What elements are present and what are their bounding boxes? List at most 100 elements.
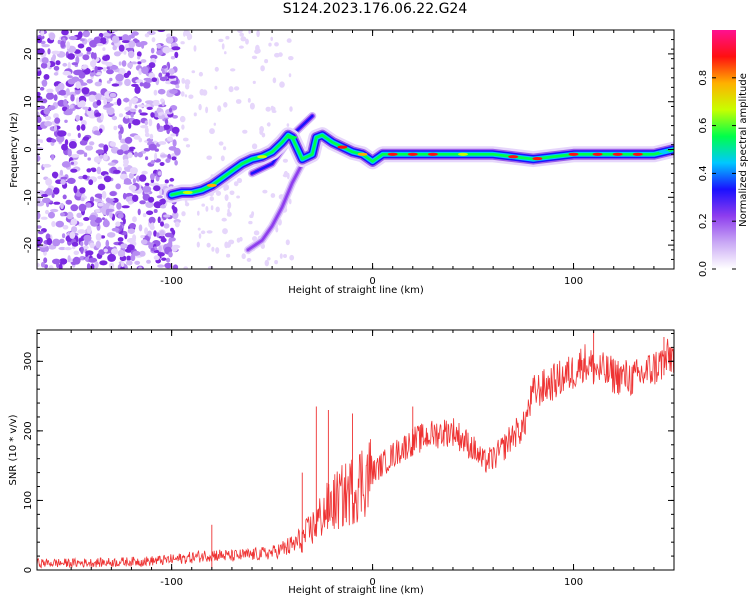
snr-data (37, 330, 674, 569)
spectrogram-noise-blob (198, 71, 203, 77)
colorbar-tick-label: 0.4 (698, 165, 709, 181)
spectrogram-noise-blob (67, 75, 73, 79)
spectrogram-noise-blob (124, 78, 131, 87)
spectrogram-noise-blob (206, 155, 212, 160)
spectrogram-noise-blob (37, 111, 40, 117)
spectrogram-noise-blob (198, 103, 202, 111)
spectrogram-noise-blob (270, 36, 274, 42)
spectrogram-noise-blob (127, 228, 135, 235)
spectrogram-noise-blob (128, 172, 134, 179)
spectrogram-noise-blob (132, 216, 137, 223)
spectrogram-noise-blob (153, 209, 158, 213)
spectrogram-noise-blob (132, 250, 141, 256)
spectrogram-data (37, 30, 674, 269)
spectrogram-noise-blob (235, 99, 242, 104)
spectrogram-noise-blob (105, 61, 113, 67)
spectrogram-noise-blob (86, 263, 91, 269)
spectrogram-noise-blob (60, 40, 66, 48)
spectrogram-noise-blob (193, 112, 197, 117)
spectrogram-noise-blob (150, 47, 155, 54)
spectrogram-noise-blob (130, 113, 134, 118)
spectrogram-noise-blob (106, 69, 114, 75)
spectrogram-noise-blob (171, 156, 177, 161)
spectrogram-noise-blob (126, 260, 133, 266)
spectrogram-noise-blob (209, 196, 214, 202)
spectrogram-noise-blob (146, 210, 154, 216)
spectrogram-noise-blob (163, 223, 170, 229)
spectrogram-noise-blob (265, 106, 271, 112)
spectrogram-noise-blob (61, 30, 69, 36)
spectrogram-noise-blob (261, 132, 266, 138)
spectrogram-noise-blob (134, 104, 138, 109)
spectrogram-noise-blob (71, 241, 79, 247)
spectrogram-noise-blob (83, 152, 88, 157)
spectrogram-noise-blob (37, 225, 42, 229)
spectrogram-noise-blob (157, 264, 165, 268)
spectrogram-noise-blob (89, 141, 95, 146)
spectrogram-noise-blob (132, 119, 141, 126)
spectrogram-noise-blob (158, 72, 163, 78)
spectrogram-noise-blob (120, 144, 129, 152)
spectrogram-noise-blob (63, 110, 73, 116)
spectrogram-noise-blob (85, 202, 92, 208)
spectrogram-noise-blob (119, 173, 128, 180)
spectrogram-noise-blob (150, 160, 155, 165)
colorbar-tick-label: 0.6 (698, 118, 709, 134)
spectrogram-noise-blob (229, 190, 235, 196)
spectrogram-noise-blob (62, 62, 68, 67)
spectrogram-noise-blob (57, 83, 64, 89)
spectrogram-noise-blob (218, 38, 224, 43)
spectrogram-noise-blob (105, 197, 111, 203)
colorbar-tick-label: 0.0 (698, 261, 709, 277)
spectrogram-noise-blob (130, 254, 136, 262)
spectrogram-noise-blob (237, 30, 243, 34)
spectrogram-noise-blob (169, 177, 175, 182)
spectrogram-noise-blob (153, 185, 161, 192)
spectrogram-noise-blob (119, 126, 124, 134)
spectrogram-noise-blob (142, 185, 152, 193)
spectrogram-noise-blob (88, 214, 97, 221)
spectrogram-noise-blob (170, 56, 176, 60)
x-tick-label: 0 (369, 276, 375, 287)
spectrogram-noise-blob (233, 181, 239, 187)
spectrogram-noise-blob (78, 175, 84, 180)
spectrogram-noise-blob (128, 184, 137, 191)
spectrogram-noise-blob (137, 208, 141, 216)
spectrogram-noise-blob (221, 217, 227, 222)
spectrogram-hotspot (182, 190, 193, 195)
spectrogram-noise-blob (278, 52, 283, 57)
spectrogram-noise-blob (47, 48, 51, 55)
spectrogram-noise-blob (251, 211, 255, 217)
spectrogram-noise-blob (158, 112, 163, 116)
spectrogram-noise-blob (96, 99, 102, 106)
spectrogram-noise-blob (40, 40, 46, 45)
spectrogram-noise-blob (129, 223, 136, 229)
spectrogram-noise-blob (251, 55, 258, 60)
spectrogram-noise-blob (160, 237, 167, 243)
spectrogram-noise-blob (41, 193, 49, 198)
spectrogram-noise-blob (53, 113, 59, 119)
spectrogram-noise-blob (267, 257, 271, 261)
snr-series-line (37, 338, 674, 569)
spectrogram-noise-blob (81, 65, 88, 70)
spectrogram-noise-blob (88, 179, 94, 186)
spectrogram-noise-blob (109, 92, 117, 98)
spectrogram-noise-blob (121, 205, 130, 209)
spectrogram-noise-blob (86, 51, 91, 55)
spectrogram-noise-blob (85, 145, 94, 151)
spectrogram-noise-blob (137, 56, 141, 60)
spectrogram-noise-blob (62, 70, 72, 76)
colorbar: 0.0 0.2 0.4 0.6 0.8 (698, 30, 736, 277)
spectrogram-noise-blob (151, 37, 156, 43)
spectrogram-noise-blob (233, 86, 240, 91)
spectrogram-noise-blob (37, 106, 42, 110)
spectrogram-noise-blob (153, 89, 158, 96)
spectrogram-noise-blob (142, 213, 147, 218)
spectrogram-noise-blob (128, 200, 133, 205)
spectrogram-noise-blob (198, 233, 202, 239)
spectrogram-noise-blob (77, 132, 81, 138)
spectrogram-noise-blob (51, 171, 59, 178)
spectrogram-noise-blob (109, 141, 116, 147)
spectrogram-noise-blob (45, 188, 53, 196)
spectrogram-noise-blob (83, 217, 90, 221)
